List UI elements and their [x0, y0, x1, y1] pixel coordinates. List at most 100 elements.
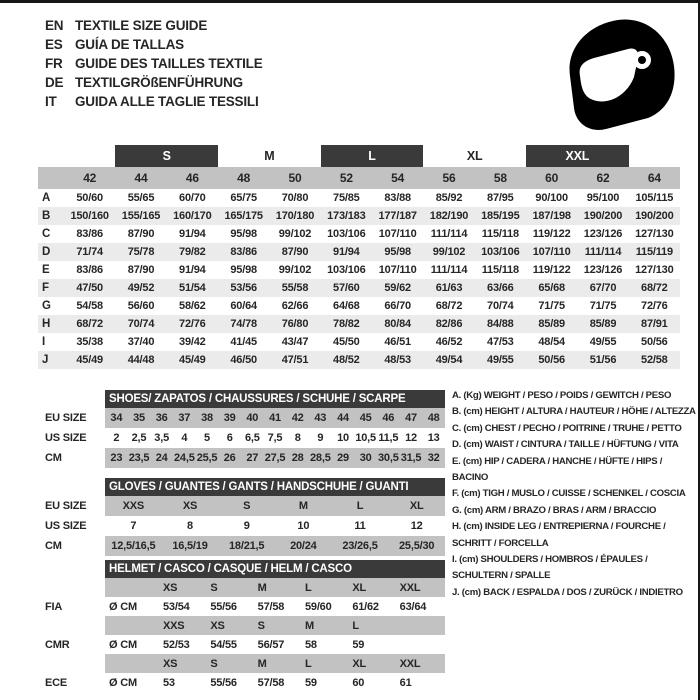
size-value: 85/89 — [589, 318, 617, 330]
row-letter: D — [42, 246, 51, 258]
row-letter: H — [42, 318, 51, 330]
measurement-row: H 68/72 70/74 72/76 74/78 76/80 78/82 80/84 82/8… — [38, 315, 680, 333]
measurement-row: J 45/49 44/48 45/49 46/50 47/51 48/52 48/53 49/5… — [38, 351, 680, 369]
size-column-header: 44 — [134, 171, 148, 185]
size-value: 155/165 — [121, 210, 161, 222]
size-value: 48/53 — [384, 354, 411, 366]
size-value: 56/60 — [127, 300, 155, 312]
helmet-values-row: ECE Ø CM 53 55/56 57/58 59 60 61 — [45, 673, 445, 692]
size-value: 185/195 — [481, 210, 520, 222]
group-spacer — [38, 145, 115, 167]
shoes-value: 6,5 — [244, 432, 260, 444]
size-value: 115/119 — [635, 246, 673, 258]
size-value: 76/80 — [281, 318, 309, 330]
helmet-size-labels: XXS XS S M L — [105, 616, 445, 635]
size-value: 52/58 — [641, 354, 668, 366]
size-value: 105/115 — [635, 192, 674, 204]
size-value: 173/183 — [327, 210, 366, 222]
size-value: 57/60 — [333, 282, 360, 294]
size-value: 83/86 — [230, 246, 257, 258]
size-value: 65/68 — [538, 282, 565, 294]
helmet-value: 60 — [352, 676, 365, 689]
size-value: 48/54 — [538, 336, 565, 348]
helmet-sizes-row: XS S M L XL XXL — [45, 578, 445, 597]
size-column-header: 62 — [596, 171, 610, 185]
size-value: 107/110 — [532, 246, 571, 258]
shoes-value: 40 — [246, 412, 259, 424]
helmet-size-label: M — [257, 581, 267, 594]
helmet-value: 54/55 — [210, 638, 237, 651]
helmet-size-label: XL — [352, 657, 366, 670]
gloves-value: 9 — [243, 520, 250, 532]
size-value: 51/56 — [589, 354, 617, 366]
shoes-value: 12 — [405, 432, 417, 444]
size-value: 54/58 — [76, 300, 103, 312]
helmet-size-label: XS — [210, 619, 225, 632]
size-column-header: 42 — [83, 171, 97, 185]
language-code: DE — [45, 75, 64, 90]
visor-pivot-center — [638, 56, 646, 64]
size-value: 103/106 — [481, 246, 520, 258]
size-value: 35/38 — [76, 336, 103, 348]
size-value: 119/122 — [532, 264, 571, 276]
size-column-header: 50 — [288, 171, 302, 185]
row-letter: G — [42, 300, 51, 312]
size-value: 43/47 — [281, 336, 309, 348]
size-value: 99/102 — [278, 228, 312, 240]
size-value: 47/50 — [76, 282, 103, 294]
shoes-value: 24 — [155, 452, 168, 464]
diameter-unit: Ø CM — [109, 638, 137, 651]
shoes-value: 24,5 — [174, 452, 195, 464]
size-value: 55/58 — [281, 282, 309, 294]
size-column-header: 56 — [442, 171, 456, 185]
shoes-value: 13 — [427, 432, 440, 444]
size-value: 87/90 — [127, 264, 155, 276]
size-value: 85/92 — [435, 192, 463, 204]
gloves-value: 8 — [187, 520, 193, 532]
size-value: 59/62 — [384, 282, 411, 294]
gloves-section: GLOVES / GUANTES / GANTS / HANDSCHUHE / … — [45, 478, 445, 556]
legend-item: B. (cm) HEIGHT / ALTURA / HAUTEUR / HÖHE… — [452, 406, 696, 418]
size-value: 46/50 — [230, 354, 257, 366]
size-value: 99/102 — [432, 246, 466, 258]
shoes-section: SHOES/ ZAPATOS / CHAUSSURES / SCHUHE / S… — [45, 390, 445, 468]
row-letter: B — [42, 210, 51, 222]
language-list: EN TEXTILE SIZE GUIDE ES GUÍA DE TALLAS FR GU… — [45, 16, 263, 111]
gloves-row-label: CM — [45, 540, 62, 552]
size-value: 72/76 — [641, 300, 668, 312]
shoes-value: 47 — [405, 412, 417, 424]
size-value: 119/122 — [532, 228, 571, 240]
shoes-row: US SIZE 2 2,5 3,5 4 5 6 6,5 7,5 8 9 10 10,5 11,5 12 13 — [45, 428, 445, 448]
legend-item: I. (cm) SHOULDERS / HOMBROS / ÉPAULES / … — [452, 554, 648, 582]
size-value: 115/118 — [481, 264, 519, 276]
helmet-value: 53/54 — [163, 600, 190, 613]
helmet-size-label: XS — [163, 581, 178, 594]
size-value: 49/52 — [127, 282, 155, 294]
language-code: IT — [45, 94, 57, 109]
size-value: 39/42 — [179, 336, 206, 348]
gloves-value: L — [356, 500, 364, 512]
shoes-value: 23,5 — [128, 452, 150, 464]
row-letter: J — [42, 354, 49, 366]
shoes-value: 28,5 — [310, 452, 331, 464]
size-value: 46/52 — [435, 336, 463, 348]
shoes-value: 10 — [337, 432, 349, 444]
size-group-row: S M L XL XXL — [38, 145, 680, 167]
shoes-value: 32 — [427, 452, 440, 464]
helmet-size-label: S — [257, 619, 265, 632]
gloves-value: 12,5/16,5 — [111, 540, 156, 552]
helmet-value: 59/60 — [304, 600, 332, 613]
right-border — [698, 0, 700, 700]
measurement-row: G 54/58 56/60 58/62 60/64 62/66 64/68 66/70 68/7… — [38, 297, 680, 315]
size-value: 95/100 — [586, 192, 620, 204]
size-group-label: S — [115, 145, 218, 167]
gloves-row-label: EU SIZE — [45, 500, 87, 512]
helmet-standard-label: CMR — [45, 638, 70, 651]
size-value: 71/74 — [76, 246, 103, 258]
measurement-row: D 71/74 75/78 79/82 83/86 87/90 91/94 95/98 99/1… — [38, 243, 680, 261]
helmet-sizes-row: XXS XS S M L — [45, 616, 445, 635]
shoes-value: 30,5 — [378, 452, 399, 464]
guide-title: GUIDA ALLE TAGLIE TESSILI — [75, 94, 259, 109]
helmet-values-row: CMR Ø CM 52/53 54/55 56/57 58 59 — [45, 635, 445, 654]
size-value: 49/55 — [589, 336, 617, 348]
